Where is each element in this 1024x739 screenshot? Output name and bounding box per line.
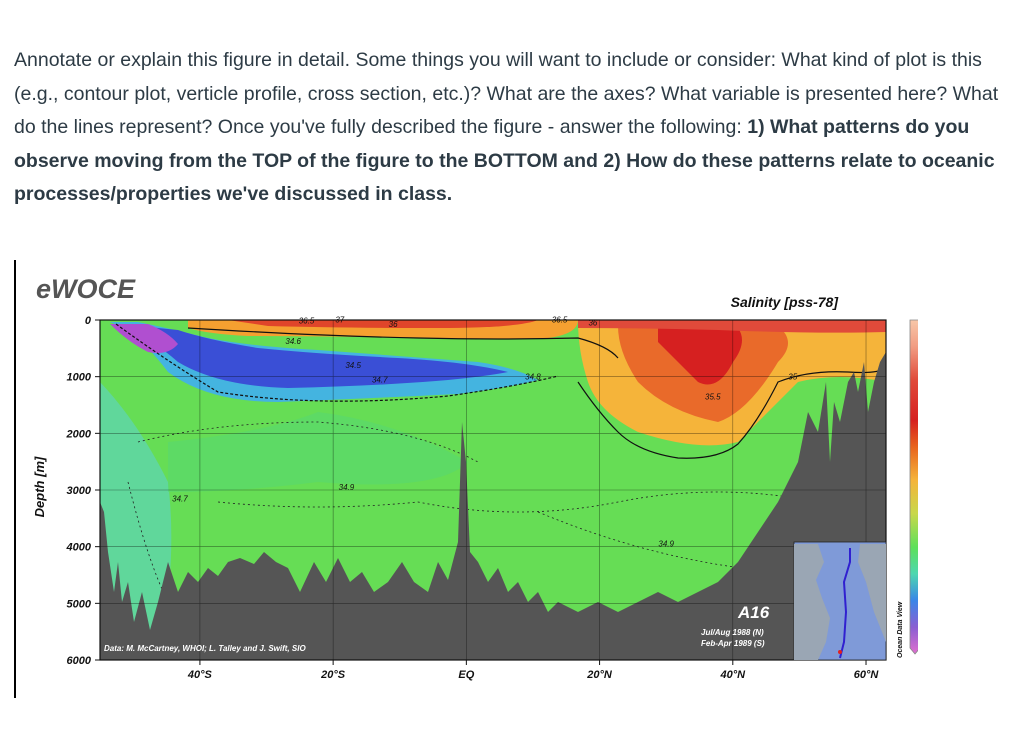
surface-salty-core	[228, 320, 538, 328]
salinity-section-figure: eWOCE Salinity [pss-78] Depth [m]	[32, 274, 918, 681]
contour-label: 34.5	[345, 361, 361, 370]
contour-dotted-4	[537, 511, 779, 573]
y-tick-label: 6000	[67, 655, 92, 667]
y-tick-label: 4000	[66, 542, 92, 554]
mid-depth-water	[168, 412, 468, 492]
contour-34-6	[115, 323, 559, 402]
question-bold: 1) What patterns do you observe moving f…	[14, 116, 995, 205]
inset-red-marker	[838, 650, 842, 654]
contour-dotted-1	[137, 421, 479, 463]
contour-label: 36	[389, 320, 398, 329]
cruise-dates-south: Feb-Apr 1989 (S)	[701, 639, 765, 648]
contour-label: 34.7	[172, 494, 188, 503]
contour-35	[577, 367, 886, 459]
contour-labels: 36.5 37 36 36.5 36 34.6 34.5 34.7 34.8 35.5 35 34.9…	[172, 315, 798, 548]
chart-title: Salinity [pss-78]	[731, 294, 840, 310]
contour-label: 34.6	[285, 337, 301, 346]
x-tick-label: 40°N	[720, 669, 747, 681]
software-credit: Ocean Data View	[897, 601, 904, 658]
x-tick-label: 20°S	[320, 669, 346, 681]
y-tick-label: 0	[85, 315, 92, 327]
inset-section-track	[839, 548, 851, 659]
cruise-dates-north: Jul/Aug 1988 (N)	[701, 628, 764, 637]
contour-label: 36	[588, 319, 597, 328]
x-tick-label: 60°N	[854, 669, 880, 681]
contour-label: 34.8	[525, 373, 541, 382]
x-tick-label: 20°N	[586, 669, 613, 681]
grid-lines	[100, 320, 886, 660]
contour-label: 37	[335, 315, 344, 324]
contour-label: 34.9	[658, 540, 674, 549]
intermediate-water-core	[118, 324, 508, 388]
y-tick-label: 1000	[67, 372, 92, 384]
question-intro: Annotate or explain this figure in detai…	[14, 49, 999, 138]
x-tick-label: 40°S	[187, 669, 213, 681]
section-name: A16	[737, 603, 770, 622]
colorbar-scale	[909, 319, 918, 655]
inset-americas	[794, 544, 830, 660]
contour-dotted-2	[217, 491, 819, 513]
northern-salty-core	[658, 328, 742, 385]
inset-map: A16 Jul/Aug 1988 (N) Feb-Apr 1989 (S)	[701, 541, 887, 661]
ewoce-logo: eWOCE	[36, 274, 136, 304]
y-axis: 0 1000 2000 3000 4000 5000 6000	[66, 315, 100, 667]
y-axis-label: Depth [m]	[32, 456, 47, 517]
contour-lines	[115, 323, 886, 459]
inset-africa-europe	[858, 544, 886, 642]
contour-label: 35	[788, 373, 797, 382]
x-tick-label: EQ	[458, 669, 474, 681]
plot-area	[100, 320, 886, 660]
northern-surface	[578, 320, 886, 333]
x-axis: 40°S 20°S EQ 20°N 40°N 60°N	[187, 660, 879, 681]
data-credit: Data: M. McCartney, WHOI; L. Talley and …	[104, 644, 306, 653]
question-text: Annotate or explain this figure in detai…	[14, 44, 1010, 212]
y-tick-label: 2000	[66, 428, 92, 440]
y-tick-label: 3000	[67, 485, 92, 497]
contour-label: 35.5	[705, 392, 721, 401]
contour-surface	[187, 327, 619, 359]
contour-label: 34.7	[372, 375, 388, 384]
contour-label: 36.5	[299, 316, 315, 325]
contour-label: 36.5	[552, 315, 568, 324]
left-rule	[14, 260, 16, 698]
contour-label: 34.9	[339, 483, 355, 492]
y-tick-label: 5000	[67, 598, 92, 610]
